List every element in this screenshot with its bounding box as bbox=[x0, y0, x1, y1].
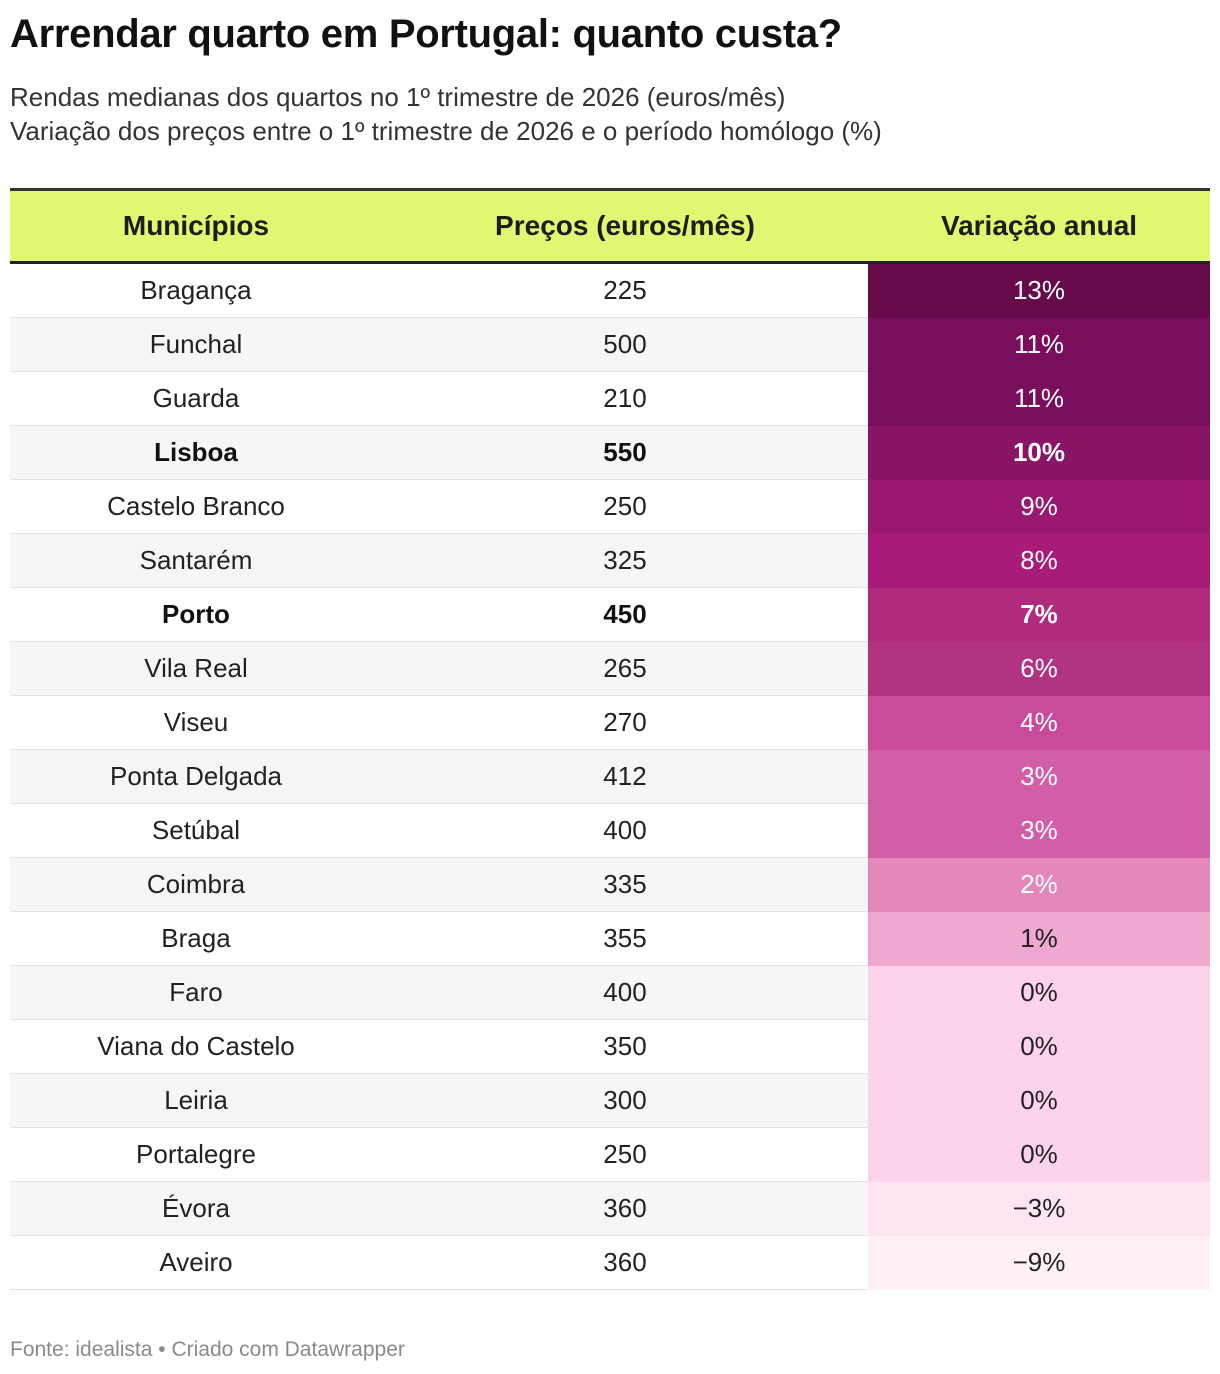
cell-preco: 225 bbox=[382, 262, 868, 318]
cell-preco: 450 bbox=[382, 587, 868, 642]
cell-preco: 270 bbox=[382, 695, 868, 750]
cell-variacao: 2% bbox=[868, 857, 1210, 912]
cell-variacao: 3% bbox=[868, 803, 1210, 858]
table-row: Lisboa 550 10% bbox=[10, 425, 1210, 480]
cell-preco: 500 bbox=[382, 317, 868, 372]
cell-municipio: Castelo Branco bbox=[10, 479, 382, 534]
table-row: Aveiro 360 −9% bbox=[10, 1235, 1210, 1290]
cell-variacao: 10% bbox=[868, 425, 1210, 480]
cell-variacao: 7% bbox=[868, 587, 1210, 642]
cell-preco: 360 bbox=[382, 1181, 868, 1236]
cell-municipio: Faro bbox=[10, 965, 382, 1020]
cell-preco: 210 bbox=[382, 371, 868, 426]
cell-variacao: 1% bbox=[868, 911, 1210, 966]
cell-municipio: Viseu bbox=[10, 695, 382, 750]
cell-municipio: Coimbra bbox=[10, 857, 382, 912]
cell-municipio: Leiria bbox=[10, 1073, 382, 1128]
table-row: Ponta Delgada 412 3% bbox=[10, 749, 1210, 804]
cell-municipio: Viana do Castelo bbox=[10, 1019, 382, 1074]
cell-variacao: 9% bbox=[868, 479, 1210, 534]
table-row: Funchal 500 11% bbox=[10, 317, 1210, 372]
cell-preco: 400 bbox=[382, 965, 868, 1020]
table-row: Bragança 225 13% bbox=[10, 262, 1210, 318]
cell-municipio: Santarém bbox=[10, 533, 382, 588]
cell-preco: 350 bbox=[382, 1019, 868, 1074]
table-row: Guarda 210 11% bbox=[10, 371, 1210, 426]
cell-variacao: 0% bbox=[868, 1073, 1210, 1128]
table-row: Santarém 325 8% bbox=[10, 533, 1210, 588]
table-row: Setúbal 400 3% bbox=[10, 803, 1210, 858]
cell-municipio: Ponta Delgada bbox=[10, 749, 382, 804]
table-row: Braga 355 1% bbox=[10, 911, 1210, 966]
column-header-municipios[interactable]: Municípios bbox=[10, 188, 382, 264]
cell-variacao: 4% bbox=[868, 695, 1210, 750]
cell-municipio: Aveiro bbox=[10, 1235, 382, 1290]
cell-preco: 250 bbox=[382, 1127, 868, 1182]
cell-preco: 355 bbox=[382, 911, 868, 966]
cell-variacao: 11% bbox=[868, 317, 1210, 372]
cell-variacao: 8% bbox=[868, 533, 1210, 588]
cell-variacao: 0% bbox=[868, 965, 1210, 1020]
cell-variacao: 11% bbox=[868, 371, 1210, 426]
cell-variacao: −3% bbox=[868, 1181, 1210, 1236]
table-row: Vila Real 265 6% bbox=[10, 641, 1210, 696]
cell-variacao: 6% bbox=[868, 641, 1210, 696]
cell-municipio: Braga bbox=[10, 911, 382, 966]
cell-preco: 412 bbox=[382, 749, 868, 804]
cell-preco: 550 bbox=[382, 425, 868, 480]
table-row: Coimbra 335 2% bbox=[10, 857, 1210, 912]
table-row: Castelo Branco 250 9% bbox=[10, 479, 1210, 534]
cell-municipio: Lisboa bbox=[10, 425, 382, 480]
cell-variacao: 3% bbox=[868, 749, 1210, 804]
data-table: Municípios Preços (euros/mês) Variação a… bbox=[10, 188, 1210, 1290]
column-header-precos[interactable]: Preços (euros/mês) bbox=[382, 188, 868, 264]
cell-municipio: Bragança bbox=[10, 262, 382, 318]
source-footer: Fonte: idealista • Criado com Datawrappe… bbox=[10, 1338, 405, 1361]
cell-preco: 335 bbox=[382, 857, 868, 912]
cell-variacao: 13% bbox=[868, 262, 1210, 318]
cell-municipio: Guarda bbox=[10, 371, 382, 426]
table-row: Portalegre 250 0% bbox=[10, 1127, 1210, 1182]
table-row: Viseu 270 4% bbox=[10, 695, 1210, 750]
cell-variacao: 0% bbox=[868, 1019, 1210, 1074]
cell-preco: 360 bbox=[382, 1235, 868, 1290]
chart-subtitle-line-1: Rendas medianas dos quartos no 1º trimes… bbox=[10, 82, 786, 112]
cell-preco: 400 bbox=[382, 803, 868, 858]
chart-title: Arrendar quarto em Portugal: quanto cust… bbox=[10, 12, 842, 56]
cell-variacao: −9% bbox=[868, 1235, 1210, 1290]
table-row: Évora 360 −3% bbox=[10, 1181, 1210, 1236]
cell-preco: 250 bbox=[382, 479, 868, 534]
cell-municipio: Porto bbox=[10, 587, 382, 642]
table-row: Porto 450 7% bbox=[10, 587, 1210, 642]
cell-preco: 325 bbox=[382, 533, 868, 588]
chart-subtitle-line-2: Variação dos preços entre o 1º trimestre… bbox=[10, 116, 882, 146]
cell-preco: 300 bbox=[382, 1073, 868, 1128]
cell-variacao: 0% bbox=[868, 1127, 1210, 1182]
table-header-row: Municípios Preços (euros/mês) Variação a… bbox=[10, 188, 1210, 264]
cell-municipio: Setúbal bbox=[10, 803, 382, 858]
column-header-variacao[interactable]: Variação anual bbox=[868, 188, 1210, 264]
cell-preco: 265 bbox=[382, 641, 868, 696]
table-body: Bragança 225 13% Funchal 500 11% Guarda 210 11% L… bbox=[10, 262, 1210, 1290]
table-row: Faro 400 0% bbox=[10, 965, 1210, 1020]
table-row: Viana do Castelo 350 0% bbox=[10, 1019, 1210, 1074]
cell-municipio: Funchal bbox=[10, 317, 382, 372]
cell-municipio: Vila Real bbox=[10, 641, 382, 696]
cell-municipio: Évora bbox=[10, 1181, 382, 1236]
table-row: Leiria 300 0% bbox=[10, 1073, 1210, 1128]
cell-municipio: Portalegre bbox=[10, 1127, 382, 1182]
